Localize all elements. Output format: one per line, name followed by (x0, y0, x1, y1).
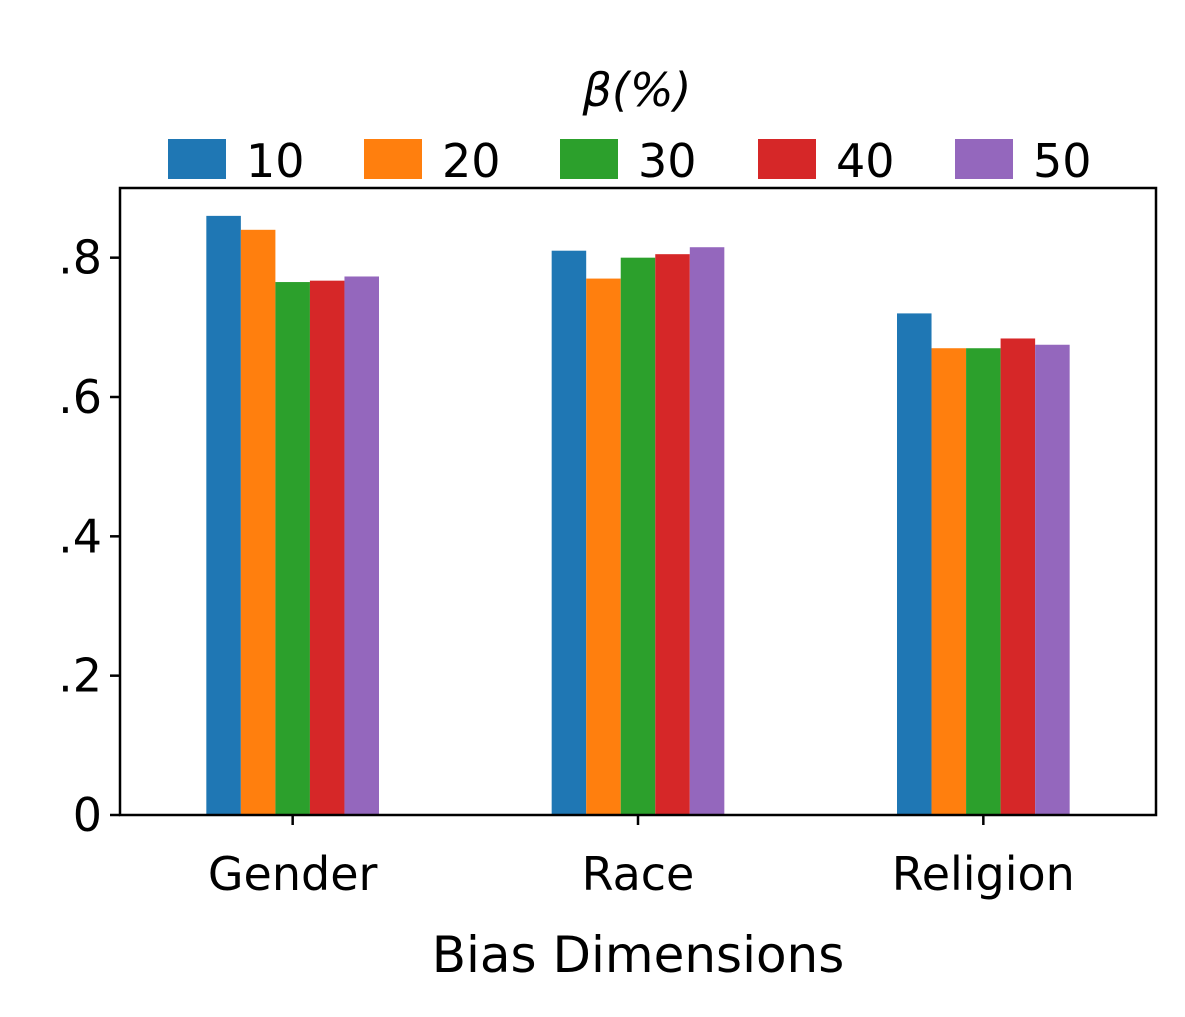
bar-religion-10 (897, 313, 932, 815)
bar-gender-50 (344, 276, 379, 816)
bar-religion-40 (1000, 338, 1036, 815)
bar-religion-30 (966, 348, 1001, 815)
y-tick-label: .8 (58, 231, 102, 285)
legend-label-10: 10 (246, 134, 305, 188)
y-tick-label: .2 (58, 649, 102, 703)
legend-swatch-30 (560, 139, 618, 179)
bar-gender-40 (309, 280, 345, 815)
x-tick-label: Religion (892, 847, 1075, 901)
bar-gender-10 (206, 215, 241, 815)
legend-title: β(%) (582, 63, 692, 117)
x-tick-label: Gender (208, 847, 378, 901)
y-tick-label: 0 (73, 788, 102, 842)
plot-frame (118, 186, 1158, 817)
x-axis: Gender Race Religion (208, 815, 1075, 901)
bars (206, 215, 1070, 816)
y-tick-label: .6 (58, 370, 102, 424)
legend: β(%) 10 20 30 40 50 (168, 63, 1092, 188)
bar-gender-30 (275, 282, 310, 815)
bar-race-20 (586, 278, 621, 815)
bar-race-10 (551, 250, 587, 815)
y-tick-label: .4 (58, 509, 102, 563)
bar-race-40 (655, 254, 690, 815)
bar-religion-20 (931, 348, 967, 815)
bar-race-30 (620, 257, 656, 815)
legend-label-40: 40 (836, 134, 895, 188)
legend-swatch-20 (364, 139, 422, 179)
y-axis: 0 .2 .4 .6 .8 (58, 231, 120, 842)
legend-label-30: 30 (638, 134, 697, 188)
x-axis-label: Bias Dimensions (432, 926, 845, 984)
bar-race-50 (689, 247, 725, 816)
legend-label-20: 20 (442, 134, 501, 188)
legend-swatch-10 (168, 139, 226, 179)
x-tick-label: Race (582, 847, 695, 901)
bar-gender-20 (240, 229, 276, 816)
legend-swatch-50 (955, 139, 1013, 179)
legend-swatch-40 (758, 139, 816, 179)
bar-religion-50 (1035, 344, 1070, 815)
legend-label-50: 50 (1033, 134, 1092, 188)
